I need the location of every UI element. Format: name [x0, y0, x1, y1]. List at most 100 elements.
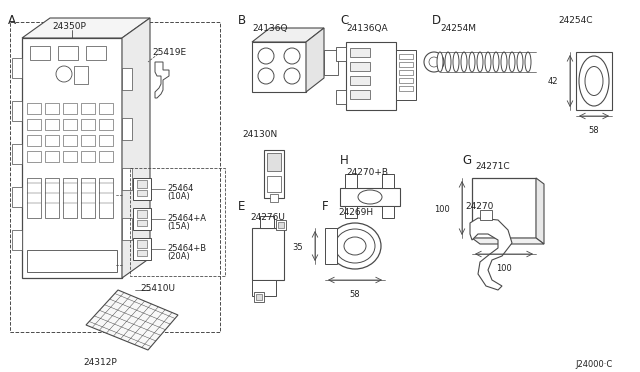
Bar — [382, 174, 394, 188]
Bar — [270, 194, 278, 202]
Bar — [63, 103, 77, 114]
Text: (20A): (20A) — [167, 252, 189, 261]
Bar — [399, 78, 413, 83]
Polygon shape — [252, 28, 324, 42]
Bar — [137, 220, 147, 226]
Bar — [122, 118, 132, 140]
Bar — [81, 178, 95, 218]
Ellipse shape — [453, 52, 459, 72]
Bar — [133, 178, 151, 200]
Ellipse shape — [329, 223, 381, 269]
Polygon shape — [306, 28, 324, 92]
Ellipse shape — [579, 56, 609, 106]
Text: 24350P: 24350P — [52, 22, 86, 31]
Bar — [122, 168, 132, 190]
Bar — [99, 135, 113, 146]
Bar — [12, 187, 22, 207]
Bar — [12, 101, 22, 121]
Bar — [137, 240, 147, 248]
Text: 24269H: 24269H — [338, 208, 373, 217]
Text: 25410U: 25410U — [140, 284, 175, 293]
Bar — [45, 135, 59, 146]
Bar — [81, 119, 95, 130]
Bar — [399, 54, 413, 59]
Text: 25419E: 25419E — [152, 48, 186, 57]
Bar — [267, 176, 281, 192]
Bar — [30, 46, 50, 60]
Bar — [260, 216, 274, 228]
Ellipse shape — [509, 52, 515, 72]
Bar — [86, 46, 106, 60]
Text: 25464+A: 25464+A — [167, 214, 206, 223]
Bar — [278, 222, 284, 228]
Bar — [122, 68, 132, 90]
Text: 100: 100 — [496, 264, 512, 273]
Text: B: B — [238, 14, 246, 27]
Polygon shape — [155, 62, 169, 98]
Bar — [45, 103, 59, 114]
Bar — [74, 66, 88, 84]
Polygon shape — [472, 238, 544, 244]
Bar — [63, 178, 77, 218]
Bar — [350, 90, 370, 99]
Text: C: C — [340, 14, 348, 27]
Polygon shape — [122, 18, 150, 278]
Bar — [325, 228, 337, 264]
Text: 24254C: 24254C — [558, 16, 593, 25]
Bar — [45, 119, 59, 130]
Bar — [399, 62, 413, 67]
Bar — [382, 206, 394, 218]
Bar — [264, 150, 284, 198]
Bar — [63, 119, 77, 130]
Bar — [12, 144, 22, 164]
Bar — [350, 62, 370, 71]
Text: 25464: 25464 — [167, 184, 193, 193]
Bar — [350, 76, 370, 85]
Bar — [252, 228, 284, 280]
Text: G: G — [462, 154, 471, 167]
Bar — [137, 190, 147, 196]
Bar — [256, 294, 262, 300]
Bar — [130, 168, 225, 276]
Text: 42: 42 — [547, 77, 558, 86]
Polygon shape — [22, 18, 150, 38]
Bar — [137, 210, 147, 218]
Bar — [336, 47, 346, 61]
Text: 24270+B: 24270+B — [346, 168, 388, 177]
Text: (10A): (10A) — [167, 192, 189, 201]
Bar — [276, 220, 286, 230]
Text: 24136Q: 24136Q — [252, 24, 287, 33]
Bar — [27, 119, 41, 130]
Bar — [396, 50, 416, 100]
Bar — [81, 103, 95, 114]
Text: D: D — [432, 14, 441, 27]
Bar — [137, 250, 147, 256]
Bar — [99, 103, 113, 114]
Text: 24270: 24270 — [465, 202, 493, 211]
Bar — [133, 208, 151, 230]
Ellipse shape — [469, 52, 475, 72]
Ellipse shape — [358, 190, 382, 204]
Text: 35: 35 — [292, 243, 303, 252]
Text: 100: 100 — [435, 205, 450, 214]
Bar — [81, 151, 95, 162]
Bar — [99, 178, 113, 218]
Bar — [399, 70, 413, 75]
Ellipse shape — [525, 52, 531, 72]
Text: 24254M: 24254M — [440, 24, 476, 33]
Bar — [350, 48, 370, 57]
Text: F: F — [322, 200, 328, 213]
Ellipse shape — [461, 52, 467, 72]
Bar — [324, 50, 338, 75]
Bar — [12, 58, 22, 78]
Bar — [340, 188, 400, 206]
Text: 24136QA: 24136QA — [346, 24, 388, 33]
Text: (15A): (15A) — [167, 222, 189, 231]
Bar — [99, 119, 113, 130]
Text: 24130N: 24130N — [242, 130, 277, 139]
Bar — [122, 218, 132, 240]
Bar — [133, 238, 151, 260]
Text: J24000·C: J24000·C — [575, 360, 612, 369]
Bar — [252, 280, 276, 296]
Bar — [137, 180, 147, 188]
